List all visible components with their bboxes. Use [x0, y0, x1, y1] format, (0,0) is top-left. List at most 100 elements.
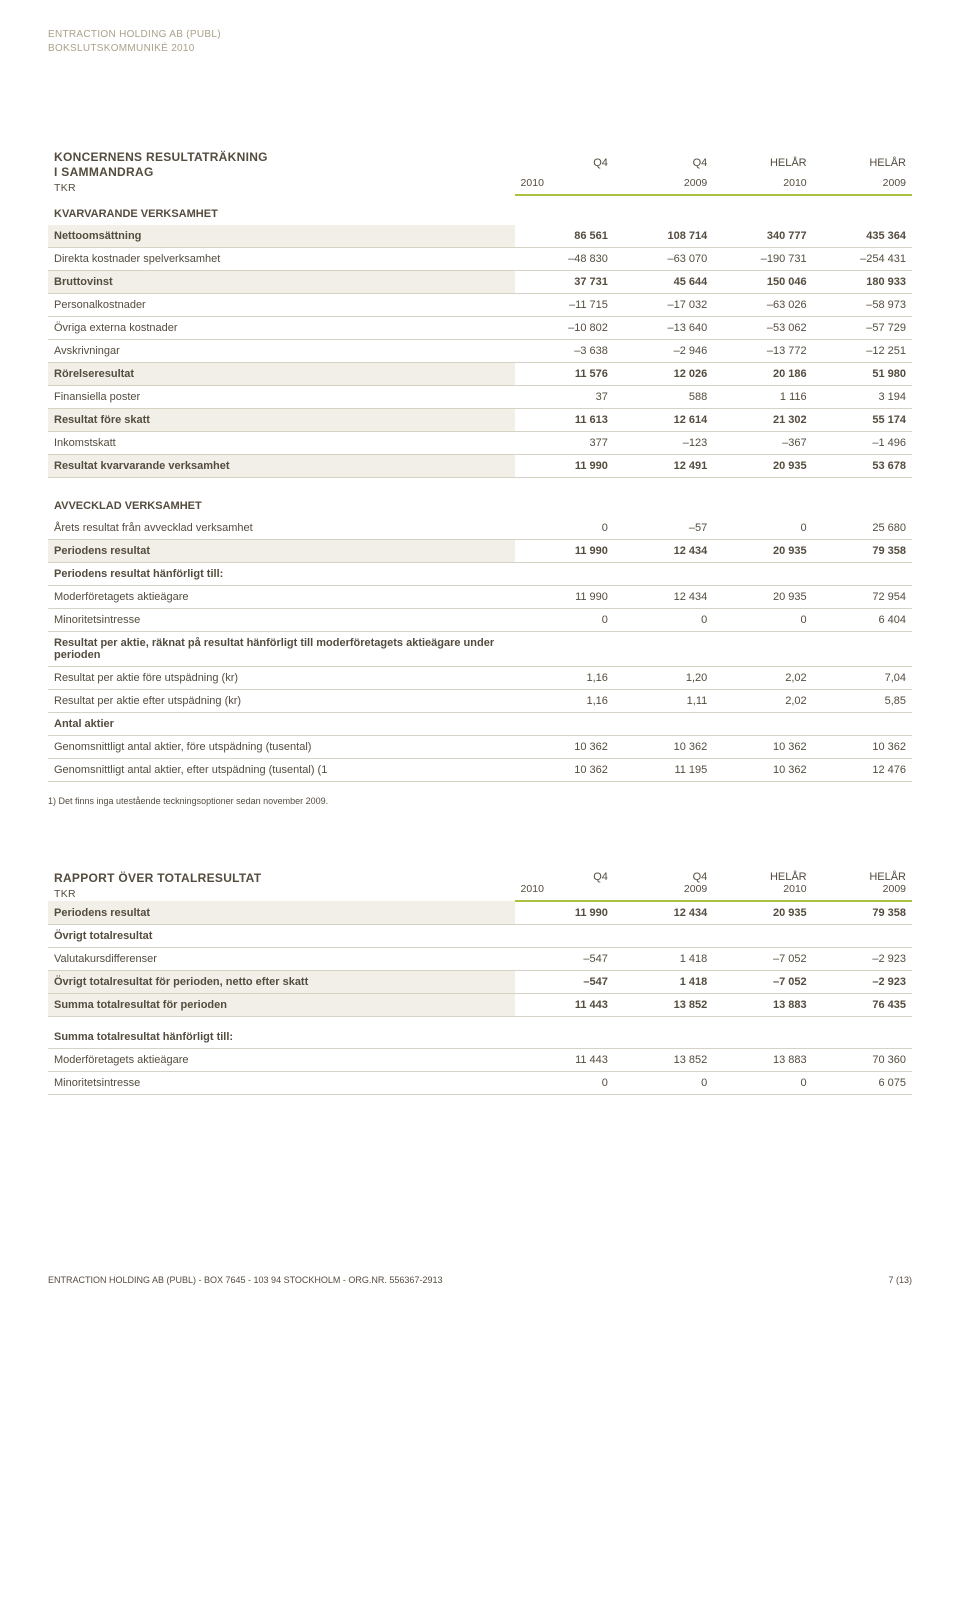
row-value: 13 852 [614, 1049, 713, 1072]
table-title: RAPPORT ÖVER TOTALRESULTAT TKR [48, 866, 515, 901]
row-value: 70 360 [813, 1049, 912, 1072]
row-label: Rörelseresultat [48, 363, 515, 386]
page-footer: ENTRACTION HOLDING AB (PUBL) - BOX 7645 … [48, 1275, 912, 1285]
row-value: 10 362 [713, 735, 812, 758]
row-value [813, 631, 912, 666]
table-row: Övrigt totalresultat [48, 924, 912, 947]
col-head: Q4 [515, 145, 614, 169]
row-label: Genomsnittligt antal aktier, efter utspä… [48, 758, 515, 781]
row-value: 180 933 [813, 271, 912, 294]
row-value: 1,11 [614, 689, 713, 712]
row-value: 0 [713, 608, 812, 631]
row-value: 1 418 [614, 947, 713, 970]
row-value: 11 576 [515, 363, 614, 386]
row-value [614, 924, 713, 947]
row-label: Moderföretagets aktieägare [48, 1049, 515, 1072]
table-row: Moderföretagets aktieägare11 99012 43420… [48, 585, 912, 608]
row-value: 12 476 [813, 758, 912, 781]
row-value: 1,20 [614, 666, 713, 689]
row-label: Periodens resultat [48, 539, 515, 562]
row-label: Resultat per aktie efter utspädning (kr) [48, 689, 515, 712]
row-label: Resultat per aktie, räknat på resultat h… [48, 631, 515, 666]
row-value [515, 1026, 614, 1049]
col-head: Q4 [614, 866, 713, 883]
row-value: –254 431 [813, 248, 912, 271]
document-header: ENTRACTION HOLDING AB (PUBL) BOKSLUTSKOM… [48, 28, 912, 55]
table-title-row: KONCERNENS RESULTATRÄKNING I SAMMANDRAG … [48, 145, 912, 169]
row-value: 10 362 [614, 735, 713, 758]
row-label: Periodens resultat hänförligt till: [48, 562, 515, 585]
row-value [515, 712, 614, 735]
row-value: –11 715 [515, 294, 614, 317]
row-value: 1,16 [515, 666, 614, 689]
table-row: Nettoomsättning86 561108 714340 777435 3… [48, 225, 912, 248]
row-value [614, 631, 713, 666]
row-value [713, 562, 812, 585]
col-head: HELÅR [713, 866, 812, 883]
row-value: –2 923 [813, 970, 912, 993]
row-value: –2 946 [614, 340, 713, 363]
row-label: Resultat per aktie före utspädning (kr) [48, 666, 515, 689]
row-value: 1,16 [515, 689, 614, 712]
row-value: 0 [614, 608, 713, 631]
row-value: 21 302 [713, 409, 812, 432]
row-value [813, 562, 912, 585]
row-value: –1 496 [813, 432, 912, 455]
row-label: Direkta kostnader spelverksamhet [48, 248, 515, 271]
row-value: –190 731 [713, 248, 812, 271]
row-value: 79 358 [813, 901, 912, 925]
col-year: 2009 [813, 883, 912, 901]
row-value: 2,02 [713, 689, 812, 712]
row-value: 20 186 [713, 363, 812, 386]
row-label: Periodens resultat [48, 901, 515, 925]
total-result-table: RAPPORT ÖVER TOTALRESULTAT TKR Q4 Q4 HEL… [48, 866, 912, 1096]
table-row: Årets resultat från avvecklad verksamhet… [48, 517, 912, 540]
row-value: 13 852 [614, 993, 713, 1016]
row-value [515, 562, 614, 585]
row-value [713, 631, 812, 666]
row-label: Summa totalresultat för perioden [48, 993, 515, 1016]
row-value: 51 980 [813, 363, 912, 386]
table-row: Genomsnittligt antal aktier, före utspäd… [48, 735, 912, 758]
row-value: 12 026 [614, 363, 713, 386]
row-value: 377 [515, 432, 614, 455]
col-head: Q4 [515, 866, 614, 883]
table-row: Övrigt totalresultat för perioden, netto… [48, 970, 912, 993]
footnote: 1) Det finns inga utestående teckningsop… [48, 796, 912, 806]
row-value: –547 [515, 970, 614, 993]
row-value: –12 251 [813, 340, 912, 363]
table-row: Periodens resultat hänförligt till: [48, 562, 912, 585]
col-year: 2010 [713, 169, 812, 195]
row-value [713, 924, 812, 947]
row-value: 0 [515, 608, 614, 631]
row-value: 10 362 [713, 758, 812, 781]
row-value [713, 1026, 812, 1049]
row-value: –53 062 [713, 317, 812, 340]
table-row: Rörelseresultat11 57612 02620 18651 980 [48, 363, 912, 386]
row-value: 11 990 [515, 585, 614, 608]
col-year: 2009 [614, 169, 713, 195]
row-value: 7,04 [813, 666, 912, 689]
col-head: HELÅR [813, 866, 912, 883]
table-row: Avskrivningar–3 638–2 946–13 772–12 251 [48, 340, 912, 363]
row-label: Övrigt totalresultat för perioden, netto… [48, 970, 515, 993]
table-row: Valutakursdifferenser–5471 418–7 052–2 9… [48, 947, 912, 970]
row-label: Antal aktier [48, 712, 515, 735]
row-value: 53 678 [813, 455, 912, 478]
col-head: Q4 [614, 145, 713, 169]
footer-left: ENTRACTION HOLDING AB (PUBL) - BOX 7645 … [48, 1275, 442, 1285]
row-value: –10 802 [515, 317, 614, 340]
row-value: –367 [713, 432, 812, 455]
row-value: –123 [614, 432, 713, 455]
col-year: 2010 [515, 883, 614, 901]
income-statement-table: KONCERNENS RESULTATRÄKNING I SAMMANDRAG … [48, 145, 912, 782]
table-row: Finansiella poster375881 1163 194 [48, 386, 912, 409]
row-value: 1 418 [614, 970, 713, 993]
header-company: ENTRACTION HOLDING AB (PUBL) [48, 28, 912, 42]
row-value: 435 364 [813, 225, 912, 248]
col-head: HELÅR [813, 145, 912, 169]
row-value: 150 046 [713, 271, 812, 294]
row-value: 0 [515, 517, 614, 540]
table-row: Summa totalresultat för perioden11 44313… [48, 993, 912, 1016]
row-value: 108 714 [614, 225, 713, 248]
